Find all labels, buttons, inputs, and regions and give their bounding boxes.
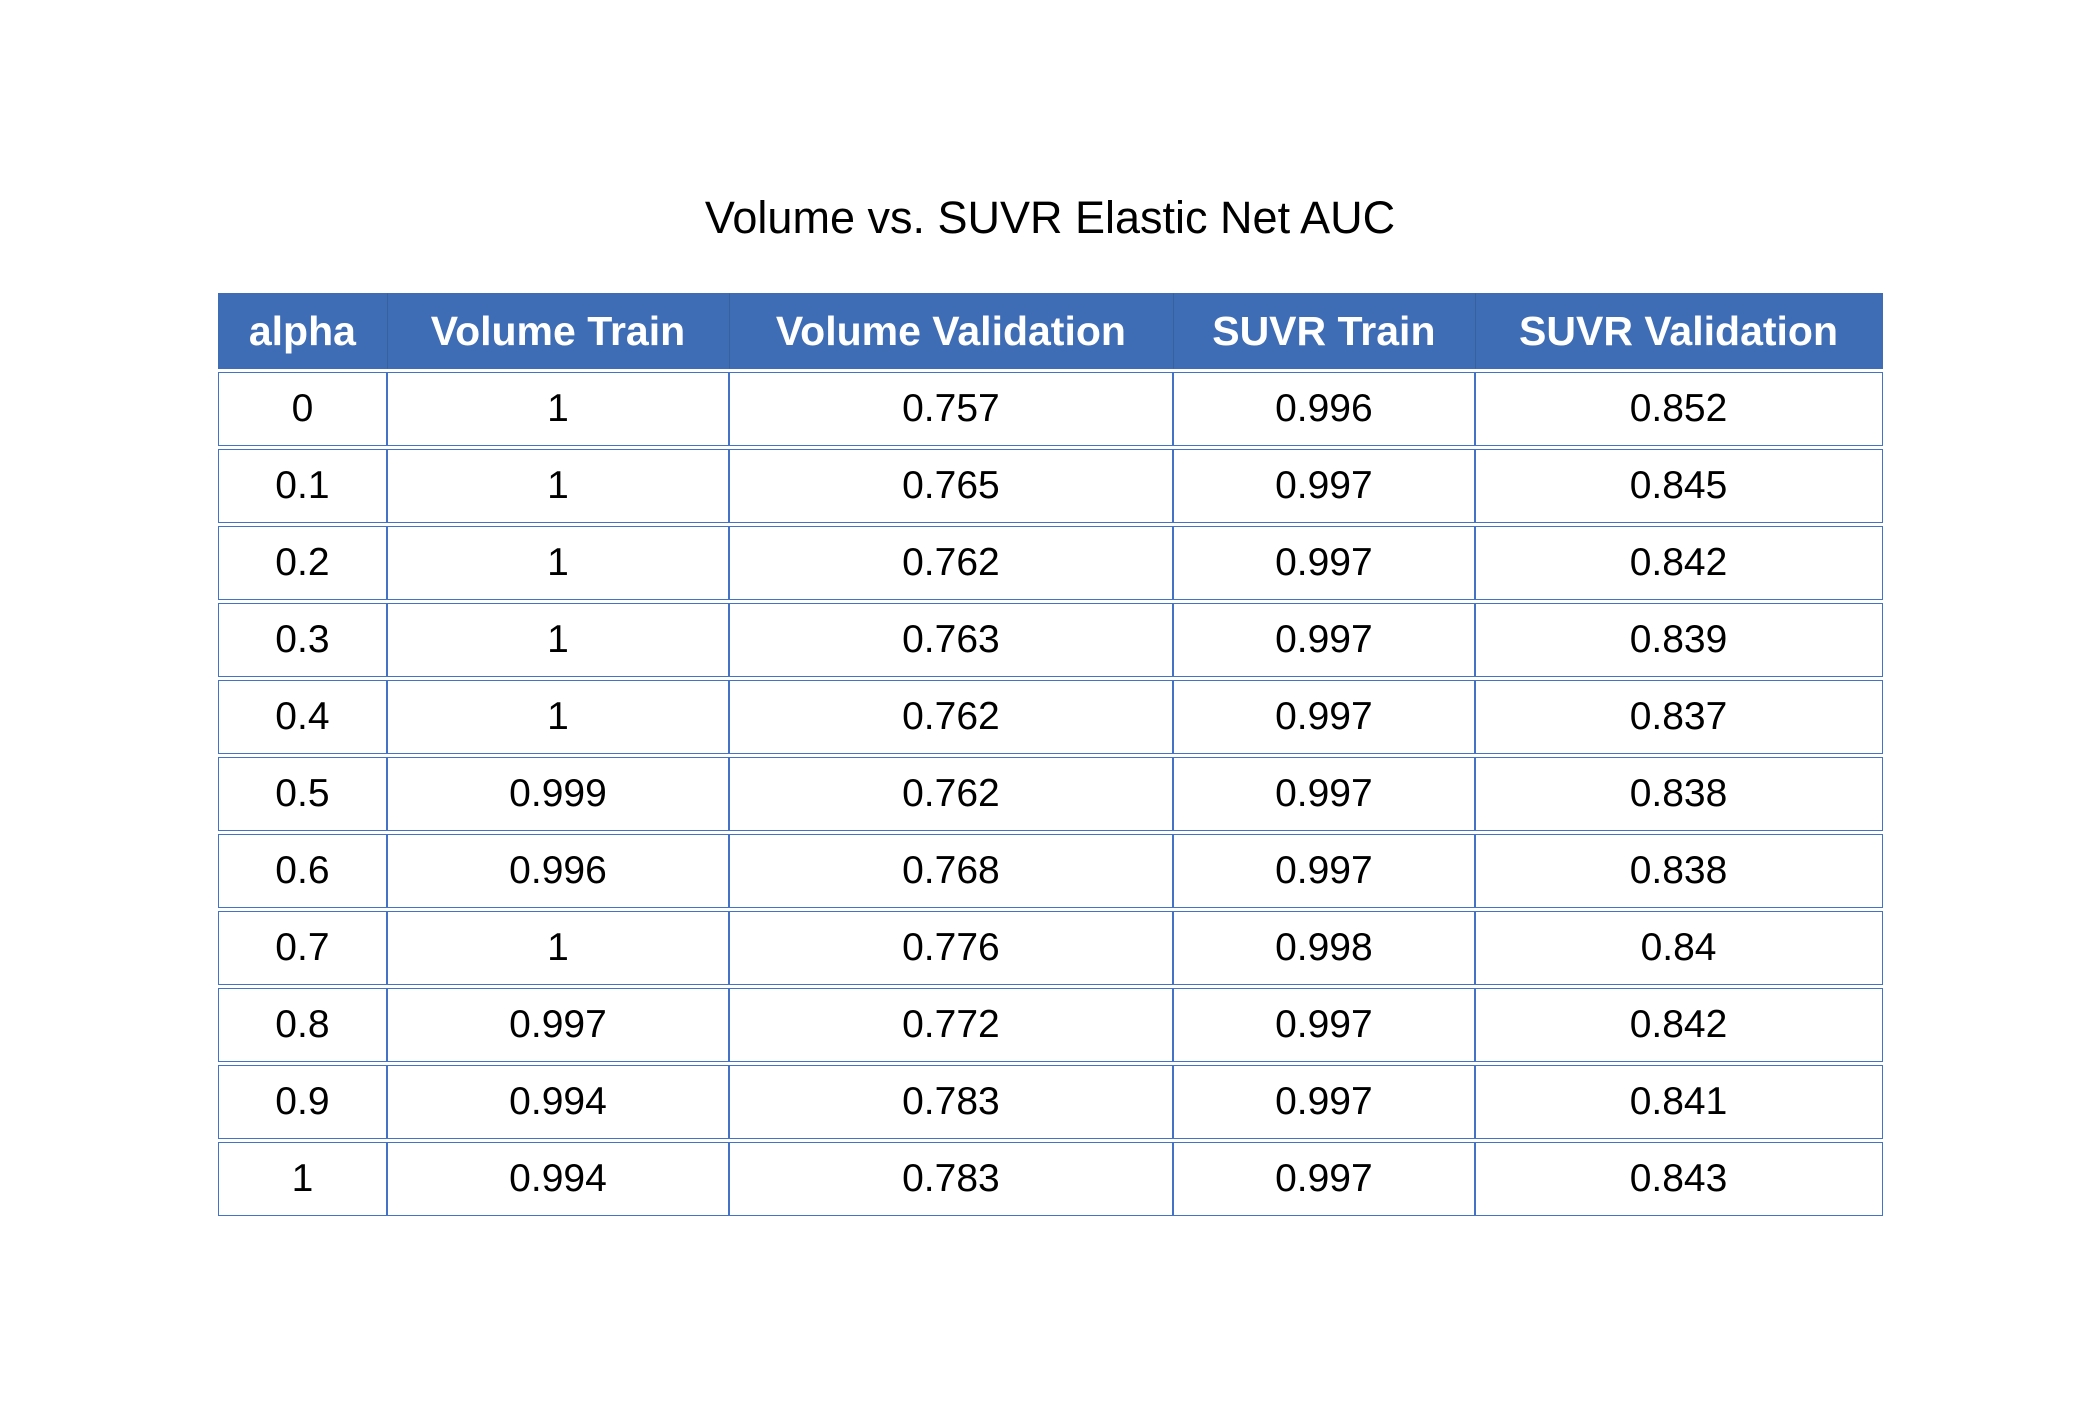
table-body: 0 1 0.757 0.996 0.852 0.1 1 0.765 0.997 0.845 0.2 1… [217,372,1883,1216]
table-row: 0.7 1 0.776 0.998 0.84 [217,911,1883,985]
table-cell: 0.84 [1474,911,1883,985]
table-cell: 0.997 [1173,1065,1475,1139]
page-container: Volume vs. SUVR Elastic Net AUC alpha Vol… [217,0,1883,1219]
auc-table: alpha Volume Train Volume Validation SUVR T… [217,290,1883,1219]
table-cell: 1 [387,526,729,600]
table-cell: 0.765 [728,449,1174,523]
table-cell: 0.762 [728,680,1174,754]
table-cell: 0.997 [1173,988,1475,1062]
table-row: 0.6 0.996 0.768 0.997 0.838 [217,834,1883,908]
table-cell: 0.996 [1173,372,1475,446]
table-cell: 0.783 [728,1065,1174,1139]
table-cell: 1 [387,603,729,677]
column-header-suvr-train: SUVR Train [1173,293,1475,369]
table-cell: 0.762 [728,526,1174,600]
table-cell: 0.768 [728,834,1174,908]
table-cell: 0.842 [1474,988,1883,1062]
column-header-suvr-validation: SUVR Validation [1474,293,1883,369]
table-cell: 0.783 [728,1142,1174,1216]
table-row: 0.5 0.999 0.762 0.997 0.838 [217,757,1883,831]
table-row: 0.1 1 0.765 0.997 0.845 [217,449,1883,523]
table-cell: 0.997 [1173,680,1475,754]
table-cell: 0.842 [1474,526,1883,600]
table-row: 0.8 0.997 0.772 0.997 0.842 [217,988,1883,1062]
table-cell: 0.997 [1173,1142,1475,1216]
table-cell: 0 [217,372,388,446]
table-cell: 0.843 [1474,1142,1883,1216]
table-cell: 0.3 [217,603,388,677]
column-header-volume-validation: Volume Validation [728,293,1174,369]
table-cell: 1 [387,911,729,985]
column-header-alpha: alpha [217,293,388,369]
table-cell: 0.997 [1173,449,1475,523]
table-cell: 0.6 [217,834,388,908]
table-row: 0.9 0.994 0.783 0.997 0.841 [217,1065,1883,1139]
table-cell: 0.5 [217,757,388,831]
table-title: Volume vs. SUVR Elastic Net AUC [704,192,1396,243]
table-cell: 0.838 [1474,834,1883,908]
table-row: 0.3 1 0.763 0.997 0.839 [217,603,1883,677]
table-cell: 0.776 [728,911,1174,985]
table-cell: 0.838 [1474,757,1883,831]
table-cell: 0.997 [1173,757,1475,831]
table-cell: 0.837 [1474,680,1883,754]
table-row: 1 0.994 0.783 0.997 0.843 [217,1142,1883,1216]
table-cell: 0.1 [217,449,388,523]
table-cell: 0.852 [1474,372,1883,446]
table-cell: 0.841 [1474,1065,1883,1139]
table-cell: 0.994 [387,1065,729,1139]
table-row: 0.2 1 0.762 0.997 0.842 [217,526,1883,600]
table-cell: 1 [387,372,729,446]
table-cell: 1 [217,1142,388,1216]
table-cell: 0.757 [728,372,1174,446]
table-row: 0.4 1 0.762 0.997 0.837 [217,680,1883,754]
table-cell: 0.845 [1474,449,1883,523]
table-cell: 0.996 [387,834,729,908]
table-header: alpha Volume Train Volume Validation SUVR T… [217,293,1883,369]
table-cell: 0.9 [217,1065,388,1139]
table-cell: 0.997 [1173,603,1475,677]
table-cell: 0.772 [728,988,1174,1062]
table-cell: 0.762 [728,757,1174,831]
table-cell: 1 [387,449,729,523]
table-cell: 0.4 [217,680,388,754]
table-cell: 0.997 [387,988,729,1062]
table-cell: 0.997 [1173,834,1475,908]
header-row: alpha Volume Train Volume Validation SUVR T… [217,293,1883,369]
table-cell: 0.839 [1474,603,1883,677]
table-cell: 1 [387,680,729,754]
table-cell: 0.999 [387,757,729,831]
column-header-volume-train: Volume Train [387,293,729,369]
table-cell: 0.994 [387,1142,729,1216]
table-row: 0 1 0.757 0.996 0.852 [217,372,1883,446]
table-cell: 0.8 [217,988,388,1062]
table-cell: 0.998 [1173,911,1475,985]
table-cell: 0.997 [1173,526,1475,600]
table-cell: 0.763 [728,603,1174,677]
table-cell: 0.7 [217,911,388,985]
table-cell: 0.2 [217,526,388,600]
